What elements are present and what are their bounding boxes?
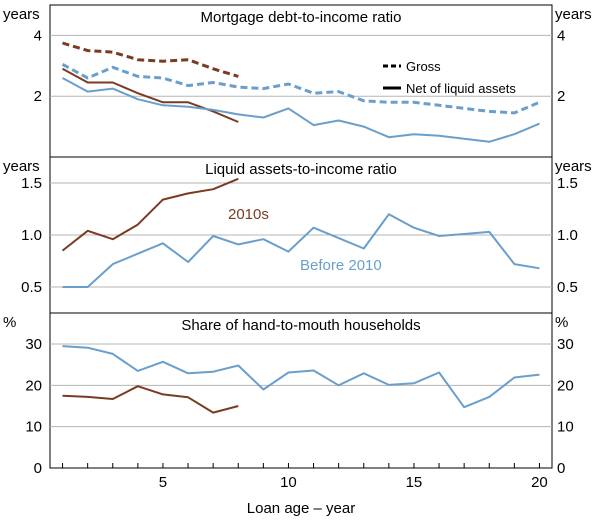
y-tick-label-right: 30: [557, 336, 574, 353]
annotation-before-2010: Before 2010: [300, 257, 382, 274]
y-tick-label-right: 1.0: [557, 227, 578, 244]
x-tick-label: 10: [280, 474, 297, 491]
panel-title: Share of hand-to-mouth households: [181, 317, 420, 334]
y-tick-label-right: 0: [557, 460, 565, 477]
panels-frame: [49, 4, 553, 469]
series-2010s-solid-line: [62, 385, 239, 414]
y-tick-label-right: 4: [557, 27, 565, 44]
y-tick-label-right: 20: [557, 377, 574, 394]
y-axis-unit-left: years: [3, 6, 40, 23]
x-tick-label: 20: [531, 474, 548, 491]
series-before-2010-solid-line: [62, 213, 540, 288]
legend-label-net: Net of liquid assets: [406, 81, 516, 96]
x-tick-label: 15: [406, 474, 423, 491]
panel-title: Mortgage debt-to-income ratio: [201, 9, 402, 26]
y-tick-label-left: 30: [25, 336, 42, 353]
y-tick-label-right: 10: [557, 419, 574, 436]
series-before-2010-solid-line: [62, 345, 540, 409]
y-tick-label-left: 0.5: [21, 279, 42, 296]
series-before-2010-solid-line: [62, 77, 540, 143]
y-tick-label-right: 1.5: [557, 175, 578, 192]
panel-mortgage: 2 2 4 4 years years Mortgage debt-to-income ra…: [3, 6, 592, 143]
plot-border: [49, 4, 553, 469]
series-2010s-solid-line: [62, 67, 239, 123]
y-axis-unit-left: %: [3, 314, 16, 331]
y-axis-unit-right: years: [555, 6, 592, 23]
y-axis-unit-right: years: [555, 158, 592, 175]
legend-label-gross: Gross: [406, 59, 441, 74]
y-tick-label-right: 0.5: [557, 279, 578, 296]
y-tick-label-left: 1.0: [21, 227, 42, 244]
series-2010s-solid-line: [61, 177, 239, 252]
x-tick-label: 5: [159, 474, 167, 491]
y-tick-label-left: 0: [34, 460, 42, 477]
x-axis-label: Loan age – year: [247, 500, 355, 517]
x-axis: 5 10 15 20 Loan age – year: [62, 463, 548, 517]
y-axis-unit-left: years: [3, 158, 40, 175]
y-tick-label-left: 1.5: [21, 175, 42, 192]
y-tick-label-left: 10: [25, 419, 42, 436]
y-tick-label-left: 2: [34, 88, 42, 105]
y-axis-unit-right: %: [555, 314, 568, 331]
series-before-2010-dashed-line: [61, 62, 541, 115]
panel-hand-to-mouth: 0 0 10 10 20 20 30 30% % Share of hand-to-mouth h…: [3, 314, 574, 477]
panel-title: Liquid assets-to-income ratio: [205, 161, 397, 178]
y-tick-label-left: 20: [25, 377, 42, 394]
series-2010s-dashed-line: [62, 41, 239, 78]
y-tick-label-left: 4: [34, 27, 42, 44]
y-tick-label-right: 2: [557, 88, 565, 105]
annotation-2010s: 2010s: [228, 206, 269, 223]
